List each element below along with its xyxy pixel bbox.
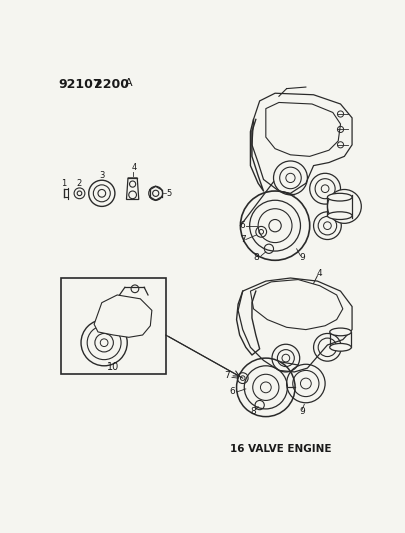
Text: 3: 3 <box>99 171 104 180</box>
Text: 8: 8 <box>250 408 256 416</box>
Text: 9: 9 <box>298 254 304 262</box>
Text: 5: 5 <box>166 189 171 198</box>
Text: 2: 2 <box>77 179 82 188</box>
Circle shape <box>326 189 360 223</box>
Ellipse shape <box>326 193 351 201</box>
Text: 6: 6 <box>239 221 244 230</box>
Text: 7: 7 <box>224 372 230 381</box>
Text: 2200: 2200 <box>94 78 129 91</box>
Polygon shape <box>237 278 351 372</box>
Text: 92107: 92107 <box>58 78 101 91</box>
Bar <box>61 278 165 374</box>
Ellipse shape <box>329 343 350 351</box>
Text: 10: 10 <box>107 361 119 372</box>
Text: 9: 9 <box>298 408 304 416</box>
Ellipse shape <box>329 328 350 336</box>
Text: 4: 4 <box>316 269 322 278</box>
Text: A: A <box>125 78 132 88</box>
Text: 4: 4 <box>131 164 136 172</box>
Text: 7: 7 <box>239 235 245 244</box>
Text: 16 VALVE ENGINE: 16 VALVE ENGINE <box>230 444 331 454</box>
Ellipse shape <box>326 212 351 220</box>
Text: 1: 1 <box>61 179 66 188</box>
Text: 8: 8 <box>252 254 258 262</box>
Polygon shape <box>250 280 342 329</box>
Polygon shape <box>265 102 340 156</box>
Polygon shape <box>94 295 151 337</box>
Text: 6: 6 <box>228 387 234 397</box>
Polygon shape <box>252 93 351 193</box>
